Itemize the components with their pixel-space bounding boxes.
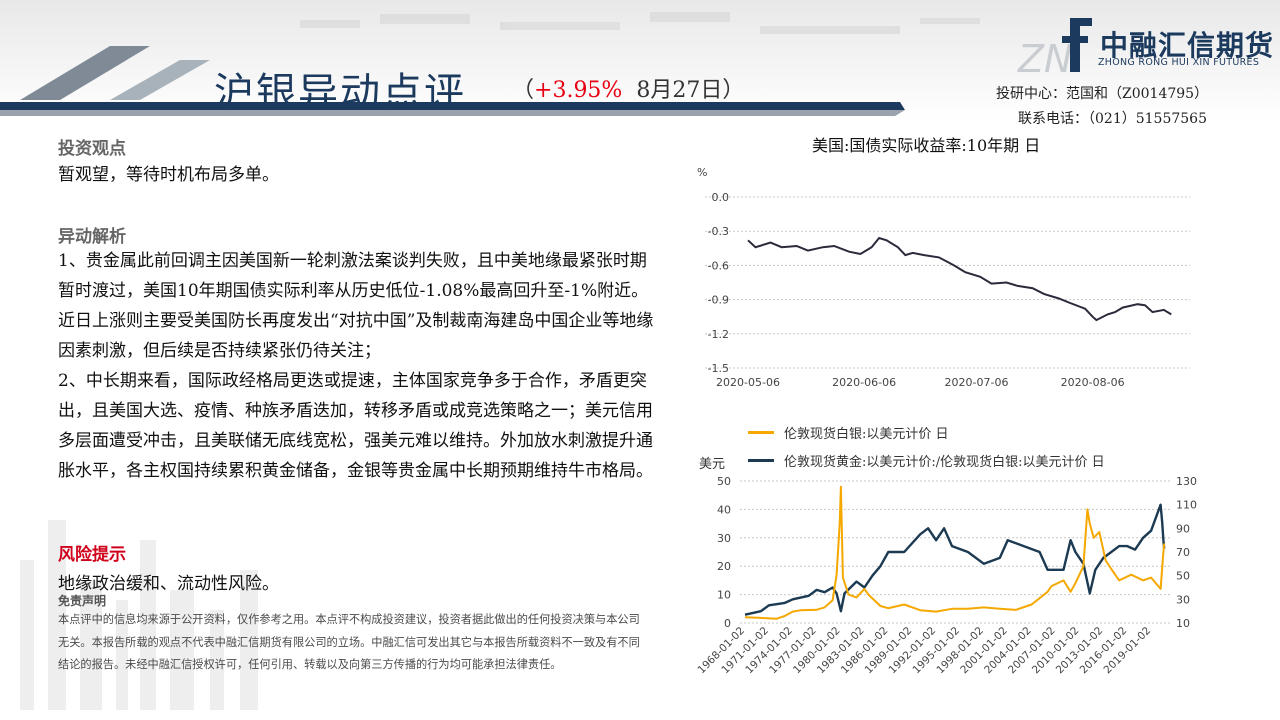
title-subtitle: （+3.95% 8月27日） bbox=[512, 72, 744, 104]
page-title: 沪银异动点评 bbox=[214, 70, 466, 116]
analyst-info: 投研中心：范国和（Z0014795） bbox=[996, 86, 1209, 102]
legend-silver-swatch bbox=[748, 431, 774, 434]
disclaimer-text: 本点评中的信息均来源于公开资料，仅作参考之用。本点评不构成投资建议，投资者据此做… bbox=[58, 613, 640, 671]
analysis-text: 1、贵金属此前回调主因美国新一轮刺激法案谈判失败，且中美地缘最紧张时期暂时渡过，… bbox=[58, 251, 654, 481]
svg-text:N: N bbox=[1044, 37, 1072, 81]
sub-open: （ bbox=[512, 78, 535, 103]
legend-ratio-swatch bbox=[748, 459, 774, 462]
risk-heading: 风险提示 bbox=[58, 545, 126, 565]
logo-mark-icon: Z N bbox=[1017, 18, 1092, 81]
price-change: +3.95% bbox=[534, 78, 623, 103]
legend-ratio-label: 伦敦现货黄金:以美元计价:/伦敦现货白银:以美元计价 日 bbox=[784, 455, 1105, 470]
report-date: 8月27日 bbox=[636, 78, 723, 103]
company-logo-subtext: ZHONG RONG HUI XIN FUTURES bbox=[1098, 57, 1260, 68]
svg-text:Z: Z bbox=[1017, 37, 1045, 81]
company-logo-text: 中融汇信期货 bbox=[1100, 29, 1275, 62]
chart1-title: 美国:国债实际收益率:10年期 日 bbox=[812, 136, 1041, 155]
disclaimer-heading: 免责声明 bbox=[58, 594, 107, 608]
view-text: 暂观望，等待时机布局多单。 bbox=[58, 165, 279, 185]
chart2-ylabel: 美元 bbox=[699, 457, 726, 472]
sub-close: ） bbox=[722, 78, 745, 103]
contact-phone: 联系电话：（021）51557565 bbox=[1018, 111, 1207, 127]
chart1-ylabel: % bbox=[697, 166, 708, 179]
analysis-heading: 异动解析 bbox=[58, 227, 126, 247]
view-heading: 投资观点 bbox=[58, 139, 126, 159]
risk-text: 地缘政治缓和、流动性风险。 bbox=[58, 574, 279, 594]
legend-silver-label: 伦敦现货白银:以美元计价 日 bbox=[784, 427, 949, 442]
